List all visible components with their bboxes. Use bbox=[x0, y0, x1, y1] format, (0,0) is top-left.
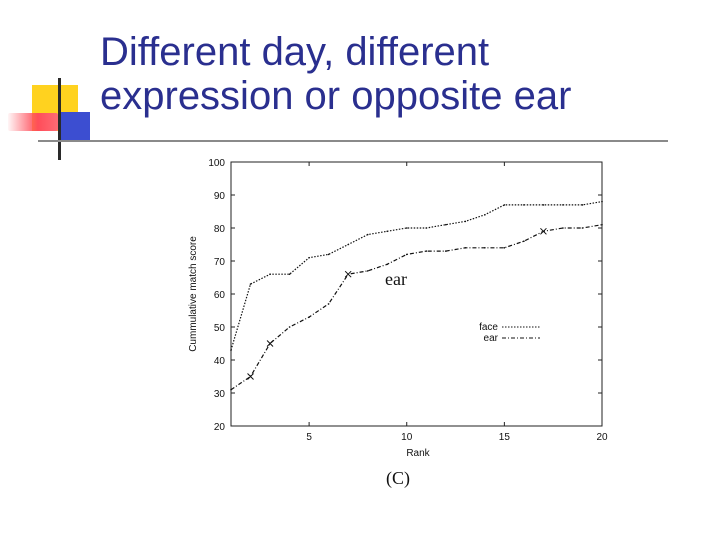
data-point-face bbox=[288, 273, 291, 275]
data-point-ear bbox=[230, 388, 232, 391]
data-point-ear bbox=[327, 303, 330, 305]
series-group bbox=[230, 200, 603, 391]
data-point-ear bbox=[344, 270, 352, 278]
data-point-face bbox=[308, 256, 310, 259]
y-tick-label: 100 bbox=[208, 158, 225, 169]
data-point-ear bbox=[425, 250, 428, 252]
decor-vertical-line bbox=[58, 78, 61, 160]
data-point-ear bbox=[601, 223, 603, 226]
data-point-ear bbox=[444, 250, 447, 252]
data-point-ear bbox=[308, 316, 310, 318]
ear-annotation: ear bbox=[385, 269, 407, 289]
y-tick-label: 60 bbox=[214, 290, 226, 301]
y-tick-label: 40 bbox=[214, 356, 226, 367]
title-underline bbox=[38, 140, 668, 142]
data-point-face bbox=[405, 227, 408, 229]
match-score-chart: 20 30 40 50 60 70 80 90 100 5 10 15 20 Cummulative … bbox=[188, 158, 608, 459]
data-point-face bbox=[503, 204, 506, 206]
x-tick-label: 15 bbox=[499, 432, 511, 443]
slide-title-line-2: expression or opposite ear bbox=[100, 74, 572, 118]
y-axis-ticks: 20 30 40 50 60 70 80 90 100 bbox=[208, 158, 602, 433]
data-point-ear bbox=[266, 340, 274, 347]
y-tick-label: 30 bbox=[214, 389, 226, 400]
x-tick-label: 10 bbox=[401, 432, 413, 443]
data-point-face bbox=[230, 349, 232, 351]
data-point-ear bbox=[523, 240, 525, 242]
x-axis-ticks: 5 10 15 20 bbox=[306, 162, 608, 443]
data-point-ear bbox=[540, 227, 547, 235]
y-tick-label: 70 bbox=[214, 257, 226, 268]
legend-label-face: face bbox=[479, 322, 498, 333]
data-point-ear bbox=[405, 253, 408, 256]
data-point-ear bbox=[288, 326, 291, 328]
slide-title-line-1: Different day, different bbox=[100, 30, 490, 74]
data-point-face bbox=[327, 253, 330, 256]
data-point-ear bbox=[366, 270, 369, 272]
data-point-face bbox=[366, 233, 369, 236]
data-point-face bbox=[484, 214, 486, 216]
data-point-face bbox=[425, 227, 428, 229]
x-axis-label: Rank bbox=[406, 448, 430, 459]
plot-frame bbox=[230, 161, 603, 427]
data-point-ear bbox=[247, 373, 254, 380]
data-point-ear bbox=[581, 227, 584, 229]
y-tick-label: 90 bbox=[214, 191, 226, 202]
decor-blue-square bbox=[60, 112, 90, 140]
y-tick-label: 20 bbox=[214, 422, 226, 433]
data-point-face bbox=[464, 220, 467, 223]
data-point-ear bbox=[386, 263, 389, 266]
data-point-face bbox=[542, 204, 545, 206]
data-point-face bbox=[562, 204, 564, 206]
data-point-face bbox=[581, 204, 584, 206]
data-point-face bbox=[601, 200, 603, 203]
data-point-ear bbox=[562, 227, 564, 229]
data-point-face bbox=[386, 230, 389, 233]
data-point-face bbox=[269, 273, 271, 275]
x-tick-label: 5 bbox=[306, 432, 312, 443]
y-tick-label: 50 bbox=[214, 323, 226, 334]
legend: face ear bbox=[479, 322, 540, 344]
data-point-face bbox=[249, 283, 252, 285]
y-tick-label: 80 bbox=[214, 224, 226, 235]
legend-label-ear: ear bbox=[484, 333, 499, 344]
slide-title: Different day, different expression or o… bbox=[100, 30, 700, 118]
data-point-ear bbox=[503, 247, 506, 249]
series-line-face bbox=[230, 201, 603, 351]
series-line-ear bbox=[230, 224, 603, 391]
data-point-ear bbox=[484, 247, 486, 249]
decor-red-bar bbox=[8, 113, 58, 131]
data-point-face bbox=[523, 204, 525, 206]
data-point-face bbox=[347, 243, 349, 246]
x-tick-label: 20 bbox=[596, 432, 608, 443]
data-point-ear bbox=[464, 247, 467, 249]
data-point-face bbox=[444, 223, 447, 226]
figure-caption: (C) bbox=[386, 468, 410, 488]
y-axis-label: Cummulative match score bbox=[188, 236, 199, 352]
